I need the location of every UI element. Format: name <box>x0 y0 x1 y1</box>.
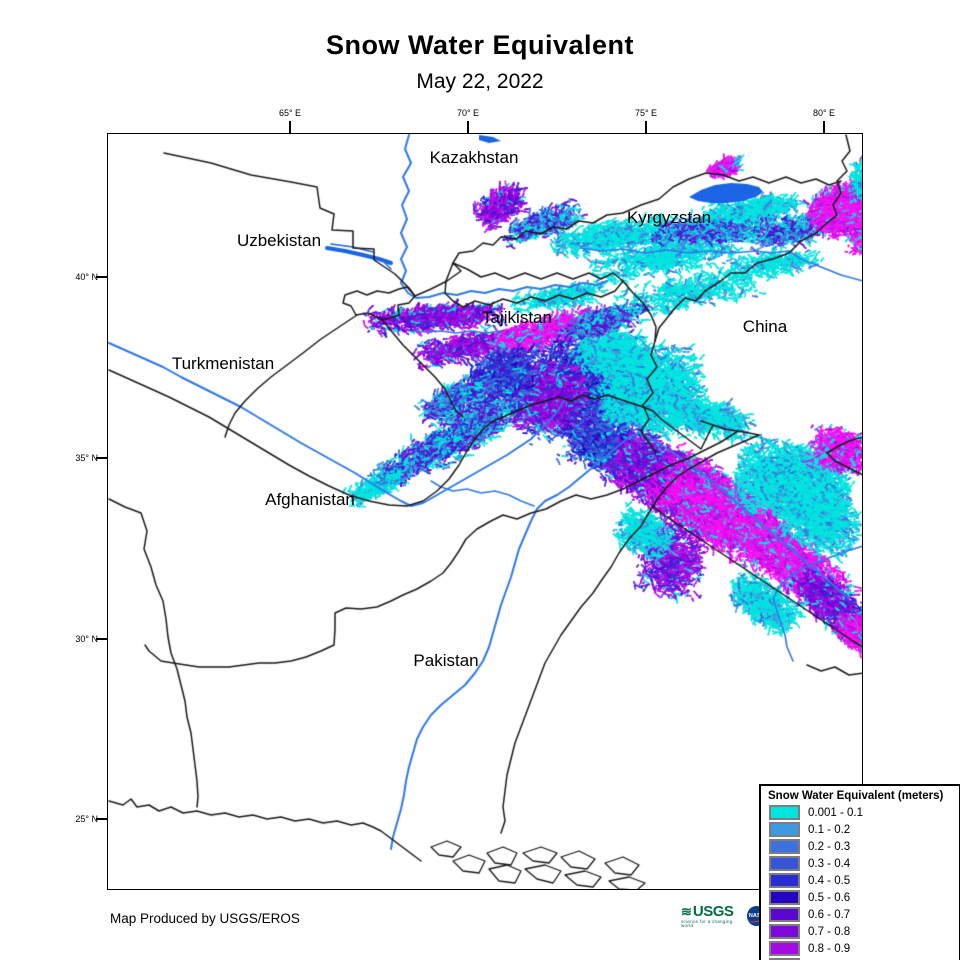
legend-entry-label: 0.5 - 0.6 <box>808 891 851 904</box>
legend-swatch <box>769 856 800 871</box>
map-credit: Map Produced by USGS/EROS <box>110 911 300 926</box>
country-label-kyrgyzstan: Kyrgyzstan <box>626 208 712 227</box>
legend-swatch <box>769 805 800 820</box>
axis-label-top-0: 65° E <box>278 108 302 118</box>
legend-swatch <box>769 890 800 905</box>
legend-entry: 0.3 - 0.4 <box>769 855 959 872</box>
legend-entry: 0.8 - 0.9 <box>769 940 959 957</box>
legend-swatch <box>769 873 800 888</box>
legend-swatch <box>769 924 800 939</box>
legend-swatch <box>769 907 800 922</box>
axis-label-left-0: 40° N <box>75 272 98 282</box>
legend-swatch <box>769 839 800 854</box>
legend-entry-label: 0.7 - 0.8 <box>808 925 851 938</box>
axis-tick-top-1 <box>467 121 469 133</box>
country-label-china: China <box>742 317 788 336</box>
axis-tick-top-3 <box>823 121 825 133</box>
axis-label-top-2: 75° E <box>634 108 658 118</box>
axis-label-top-3: 80° E <box>812 108 836 118</box>
legend-entry-label: 0.1 - 0.2 <box>808 823 851 836</box>
axis-tick-left-1 <box>96 457 107 459</box>
usgs-wave-icon: ≋ <box>681 903 692 919</box>
axis-label-top-1: 70° E <box>456 108 480 118</box>
legend-swatch <box>769 958 800 960</box>
axis-label-left-2: 30° N <box>75 634 98 644</box>
country-label-tajikistan: Tajikistan <box>482 308 552 327</box>
axis-tick-left-0 <box>96 276 107 278</box>
legend-entry-label: 0.6 - 0.7 <box>808 908 851 921</box>
legend-entries: 0.001 - 0.1 0.1 - 0.2 0.2 - 0.3 0.3 - 0.4 0.… <box>761 804 959 960</box>
page-date: May 22, 2022 <box>416 70 544 93</box>
axis-label-left-1: 35° N <box>75 453 98 463</box>
legend-entry-label: 0.4 - 0.5 <box>808 874 851 887</box>
country-label-afghanistan: Afghanistan <box>265 490 355 509</box>
legend-swatch <box>769 941 800 956</box>
legend-entry-label: 0.3 - 0.4 <box>808 857 851 870</box>
country-label-uzbekistan: Uzbekistan <box>236 231 322 250</box>
axis-tick-left-3 <box>96 818 107 820</box>
legend-entry: 0.7 - 0.8 <box>769 923 959 940</box>
legend-entry: 0.001 - 0.1 <box>769 804 959 821</box>
axis-tick-top-2 <box>645 121 647 133</box>
usgs-logo-text: USGS <box>692 902 734 920</box>
legend-entry: 0.1 - 0.2 <box>769 821 959 838</box>
legend-swatch <box>769 822 800 837</box>
usgs-logo: ≋USGS science for a changing world <box>681 904 742 929</box>
nasa-logo-text: NASA <box>748 913 765 919</box>
axis-tick-left-2 <box>96 638 107 640</box>
country-label-pakistan: Pakistan <box>413 651 479 670</box>
legend-entry-label: 0.8 - 0.9 <box>808 942 851 955</box>
legend-entry-label: 0.2 - 0.3 <box>808 840 851 853</box>
legend-box: Snow Water Equivalent (meters) 0.001 - 0… <box>759 784 960 960</box>
map-canvas <box>108 134 862 889</box>
axis-label-left-3: 25° N <box>75 814 98 824</box>
page-title: Snow Water Equivalent <box>325 30 635 60</box>
usgs-tagline: science for a changing world <box>681 918 733 928</box>
legend-title: Snow Water Equivalent (meters) <box>768 790 944 802</box>
legend-entry: 0.2 - 0.3 <box>769 838 959 855</box>
axis-tick-top-0 <box>289 121 291 133</box>
country-label-turkmenistan: Turkmenistan <box>171 354 275 373</box>
legend-entry: 0.6 - 0.7 <box>769 906 959 923</box>
map-frame: Kazakhstan Kyrgyzstan Uzbekistan Turkmenist… <box>107 133 960 960</box>
legend-entry: 0.5 - 0.6 <box>769 889 959 906</box>
country-label-kazakhstan: Kazakhstan <box>429 148 519 167</box>
legend-entry: 0.4 - 0.5 <box>769 872 959 889</box>
legend-entry-label: 0.001 - 0.1 <box>808 806 863 819</box>
